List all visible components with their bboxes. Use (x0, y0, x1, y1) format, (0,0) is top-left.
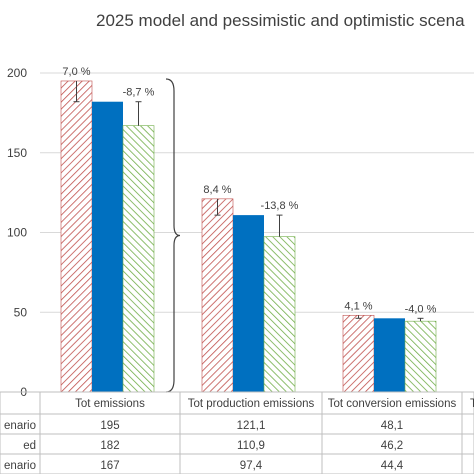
optimistic-pct-label: -13,8 % (261, 200, 299, 212)
data-table: Tot emissions Tot production emissions Tot… (0, 391, 474, 474)
y-tick-label: 150 (7, 146, 27, 160)
category-label: Tot emissions (75, 398, 145, 410)
bar (92, 101, 123, 393)
y-tick-label: 100 (7, 226, 27, 240)
brace (165, 78, 181, 393)
table-cell: 48,1 (381, 420, 403, 432)
table-cell: 110,9 (237, 440, 265, 452)
table-cell: 44,4 (381, 460, 404, 472)
y-tick-label: 50 (14, 305, 28, 319)
bar (374, 318, 405, 392)
table-cell: 182 (100, 440, 119, 452)
table-cell: 97,4 (240, 460, 263, 472)
table-cell: 46,2 (381, 440, 403, 452)
table-cell: 195 (100, 420, 119, 432)
y-tick-label: 200 (7, 66, 27, 80)
bar (60, 80, 93, 393)
category-label: T (470, 398, 474, 410)
series-label: enario (4, 420, 36, 432)
optimistic-pct-label: -4,0 % (405, 303, 437, 315)
bar (342, 314, 375, 393)
category-label: Tot conversion emissions (328, 398, 457, 410)
bars (60, 80, 437, 393)
annotations: 7,0 % -8,7 % 8,4 % -13,8 % 4,1 % -4,0 % (62, 66, 437, 393)
series-label: enario (4, 460, 36, 472)
bar (233, 215, 264, 392)
category-label: Tot production emissions (188, 398, 315, 410)
table-cell: 121,1 (237, 420, 266, 432)
bar (122, 125, 155, 393)
pessimistic-pct-label: 8,4 % (203, 184, 231, 196)
pessimistic-pct-label: 4,1 % (344, 300, 372, 312)
bar (201, 198, 234, 393)
series-label: ed (23, 440, 36, 452)
bar (263, 236, 296, 393)
chart-title: 2025 model and pessimistic and optimisti… (96, 11, 465, 30)
pessimistic-pct-label: 7,0 % (62, 66, 90, 78)
table-cell: 167 (100, 460, 119, 472)
bar (404, 320, 437, 393)
optimistic-pct-label: -8,7 % (123, 87, 155, 99)
